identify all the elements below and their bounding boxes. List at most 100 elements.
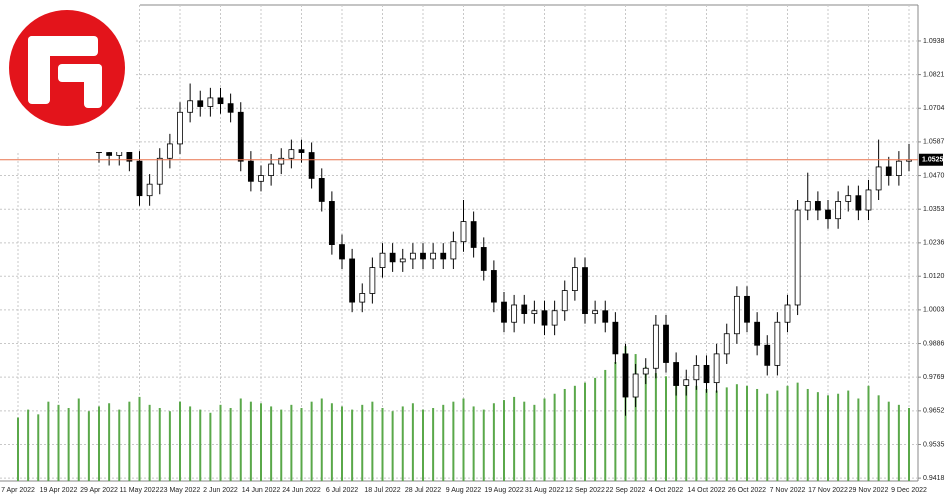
volume-bar xyxy=(209,412,212,481)
volume-bar xyxy=(138,396,141,481)
x-tick-label: 26 Oct 2022 xyxy=(728,487,766,494)
candle-body xyxy=(602,310,609,323)
candle-body xyxy=(237,111,244,162)
volume-bar xyxy=(330,403,333,481)
candle-body xyxy=(511,304,518,323)
volume-bar xyxy=(877,395,880,481)
volume-bar xyxy=(280,409,283,481)
price-label-box xyxy=(919,153,943,166)
candle-body xyxy=(632,373,639,398)
candle-body xyxy=(825,209,831,220)
y-tick-label: 1.0353 xyxy=(923,206,945,213)
y-tick-label: 1.0587 xyxy=(923,139,945,146)
x-tick-label: 6 Jul 2022 xyxy=(326,487,358,494)
x-tick-label: 29 Apr 2022 xyxy=(80,487,118,494)
volume-bar xyxy=(634,354,637,481)
volume-bar xyxy=(827,395,829,481)
candle-body xyxy=(136,160,143,197)
y-tick-label: 1.0120 xyxy=(923,273,945,280)
volume-bar xyxy=(239,398,242,481)
x-tick-label: 31 Aug 2022 xyxy=(525,487,564,494)
volume-bar xyxy=(695,385,698,481)
x-tick-label: 29 Nov 2022 xyxy=(849,487,889,494)
x-tick-label: 23 May 2022 xyxy=(160,487,201,494)
volume-bar xyxy=(563,388,566,481)
y-tick-label: 1.0821 xyxy=(923,71,945,78)
candle-body xyxy=(835,201,842,220)
candle-body xyxy=(106,152,113,156)
candle-body xyxy=(642,367,649,375)
volume-bar xyxy=(492,403,495,481)
y-tick-label: 1.0236 xyxy=(923,240,945,247)
volume-bar xyxy=(310,401,313,481)
volume-bar xyxy=(897,404,900,481)
volume-bar xyxy=(371,401,374,481)
candle-body xyxy=(784,304,791,323)
candle-body xyxy=(774,321,781,366)
candle-body xyxy=(460,221,467,243)
x-tick-label: 7 Nov 2022 xyxy=(770,487,806,494)
volume-bar xyxy=(442,404,445,481)
candle-body xyxy=(177,111,183,145)
x-tick-label: 22 Sep 2022 xyxy=(606,487,646,494)
candle-body xyxy=(359,293,366,303)
candle-body xyxy=(804,201,811,211)
candle-body xyxy=(693,364,700,381)
candle-body xyxy=(885,166,892,176)
candle-body xyxy=(531,310,538,315)
candle-body xyxy=(652,324,659,369)
candle-body xyxy=(146,183,153,197)
volume-bar xyxy=(654,373,657,481)
volume-bar xyxy=(77,398,80,481)
candle-body xyxy=(379,252,386,268)
volume-bar xyxy=(199,409,202,481)
volume-bar xyxy=(67,408,70,481)
candle-body xyxy=(592,310,599,315)
candle-body xyxy=(187,100,194,113)
volume-bar xyxy=(381,408,384,481)
volume-bar xyxy=(482,409,485,481)
volume-bar xyxy=(816,392,819,481)
y-tick-label: 0.9535 xyxy=(923,441,945,448)
volume-bar xyxy=(685,382,688,481)
volume-bar xyxy=(665,376,667,481)
candle-body xyxy=(490,270,497,303)
candle-body xyxy=(318,178,325,202)
volume-bar xyxy=(715,390,718,481)
volume-bar xyxy=(472,406,475,481)
x-tick-label: 7 Apr 2022 xyxy=(1,487,35,494)
candle-body xyxy=(258,175,264,182)
price-label: 1.0525 xyxy=(922,157,944,164)
x-tick-label: 24 Jun 2022 xyxy=(282,487,321,494)
volume-bar xyxy=(98,406,100,481)
volume-bar xyxy=(533,404,536,481)
x-tick-label: 9 Dec 2022 xyxy=(891,487,927,494)
candle-body xyxy=(308,152,315,179)
y-tick-label: 0.9652 xyxy=(923,408,945,415)
candle-body xyxy=(207,97,214,107)
volume-bar xyxy=(189,406,192,481)
x-tick-label: 14 Jun 2022 xyxy=(242,487,281,494)
x-tick-label: 28 Jul 2022 xyxy=(405,487,441,494)
candle-body xyxy=(845,195,852,202)
volume-bar xyxy=(158,408,161,481)
candle-body xyxy=(156,157,163,185)
volume-bar xyxy=(503,400,505,481)
candle-body xyxy=(733,295,740,335)
x-tick-label: 2 Jun 2022 xyxy=(203,487,238,494)
candle-body xyxy=(571,267,578,292)
candle-body xyxy=(480,247,487,271)
candle-body xyxy=(703,364,710,384)
volume-bar xyxy=(887,401,890,481)
volume-bar xyxy=(260,403,262,481)
x-tick-label: 12 Sep 2022 xyxy=(565,487,605,494)
volume-bar xyxy=(735,384,738,481)
volume-bar xyxy=(614,362,617,481)
volume-bar xyxy=(57,404,60,481)
volume-bar xyxy=(229,408,232,481)
candle-body xyxy=(298,149,305,153)
volume-bar xyxy=(270,406,273,481)
volume-bar xyxy=(17,417,19,481)
volume-bar xyxy=(47,401,50,481)
volume-bar xyxy=(756,388,759,481)
